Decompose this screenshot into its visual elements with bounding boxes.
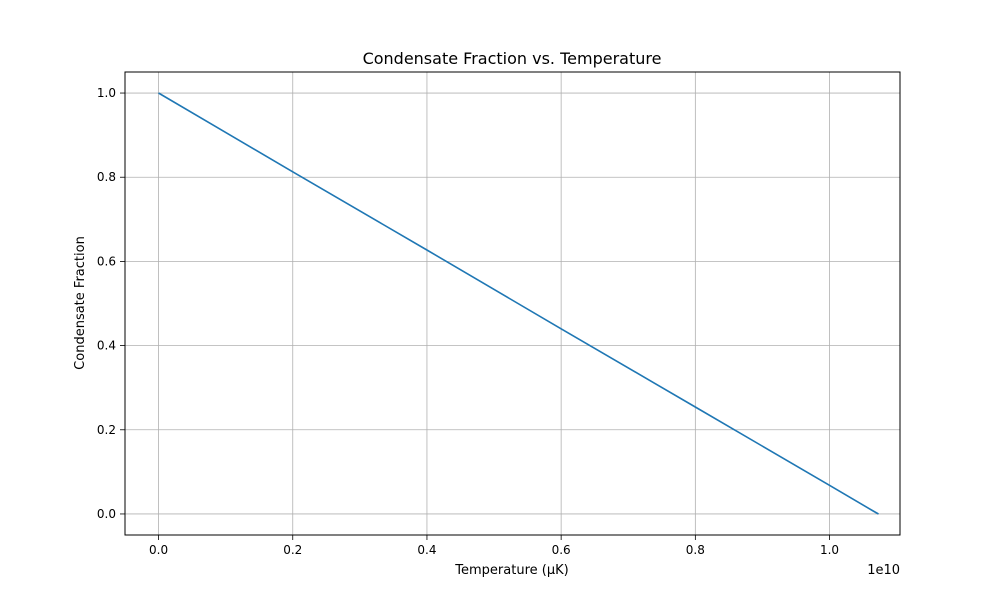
axis-ticks: 0.0 0.2 0.4 0.6 0.8 1.0 0.0 0.2 0.4 0.6 0.8 1.0 <box>97 86 839 557</box>
chart-title: Condensate Fraction vs. Temperature <box>363 49 662 68</box>
y-tick-label: 0.8 <box>97 170 116 184</box>
x-axis-offset-label: 1e10 <box>867 563 900 578</box>
grid-lines <box>125 72 900 535</box>
y-tick-label: 0.4 <box>97 339 116 353</box>
y-tick-label: 0.2 <box>97 423 116 437</box>
x-tick-label: 0.6 <box>552 543 571 557</box>
plot-area-frame <box>124 71 901 536</box>
series-layer <box>158 92 879 515</box>
series-line <box>158 92 879 515</box>
x-axis-label: Temperature (μK) <box>454 563 568 578</box>
y-tick-label: 0.6 <box>97 254 116 268</box>
x-tick-label: 0.4 <box>417 543 436 557</box>
y-tick-label: 1.0 <box>97 86 116 100</box>
x-tick-label: 1.0 <box>820 543 839 557</box>
y-axis-label: Condensate Fraction <box>73 236 88 370</box>
x-tick-label: 0.8 <box>686 543 705 557</box>
y-tick-label: 0.0 <box>97 507 116 521</box>
x-tick-label: 0.2 <box>283 543 302 557</box>
x-tick-label: 0.0 <box>149 543 168 557</box>
